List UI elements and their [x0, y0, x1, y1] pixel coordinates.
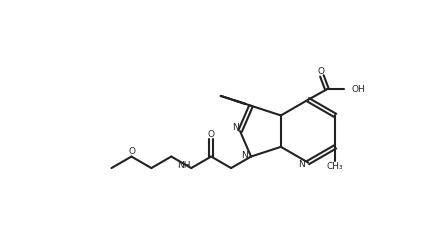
Text: CH₃: CH₃: [327, 162, 343, 171]
Text: OH: OH: [351, 85, 365, 94]
Text: O: O: [128, 147, 135, 156]
Text: O: O: [208, 130, 215, 139]
Text: N: N: [299, 160, 305, 169]
Text: O: O: [318, 67, 324, 76]
Text: N: N: [241, 151, 248, 160]
Text: NH: NH: [177, 161, 191, 171]
Text: N: N: [232, 123, 238, 132]
